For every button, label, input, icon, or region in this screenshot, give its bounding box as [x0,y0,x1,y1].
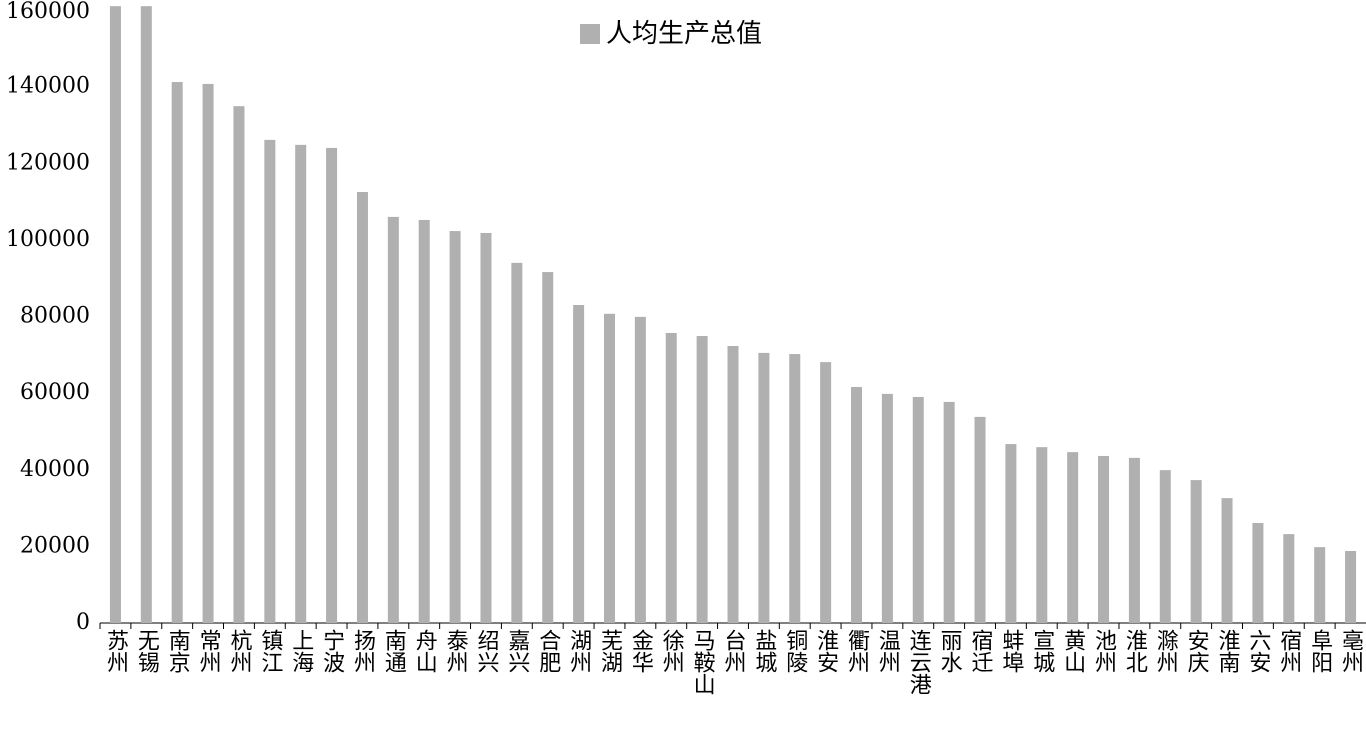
x-tick-label: 滁州 [1153,629,1179,673]
bar [1283,534,1295,623]
bar [696,336,708,623]
bar [356,191,368,623]
x-tick-label: 淮安 [813,629,839,673]
bar [881,393,893,623]
x-tick-label: 衢州 [844,629,870,673]
x-tick-label: 连云港 [906,629,932,695]
y-tick-label: 80000 [20,304,90,329]
x-tick-label: 无锡 [134,629,160,673]
legend-swatch [580,24,600,44]
x-tick-label: 淮北 [1122,629,1148,673]
bar [511,262,523,623]
x-tick-label: 安庆 [1184,629,1210,673]
bar [1190,480,1202,623]
x-tick-label: 淮南 [1215,629,1241,673]
bar [974,416,986,623]
x-tick-label: 丽水 [937,629,963,673]
x-tick-label: 杭州 [226,629,252,673]
x-tick-label: 徐州 [659,629,685,673]
bar [202,83,214,624]
x-tick-label: 宿州 [1276,629,1302,673]
y-tick-label: 160000 [6,0,90,24]
bar [912,396,924,623]
bar [820,362,832,623]
x-tick-label: 扬州 [350,629,376,673]
bar [1314,547,1326,623]
bar [387,216,399,623]
x-tick-label: 台州 [721,629,747,673]
bar [1005,444,1017,623]
bar [326,147,338,624]
bar [727,346,739,623]
x-tick-label: 南京 [165,629,190,673]
x-tick-label: 绍兴 [473,629,499,673]
x-tick-label: 南通 [381,629,407,673]
x-tick-label: 泰州 [443,629,469,673]
x-tick-label: 苏州 [103,629,129,673]
y-tick-label: 20000 [20,533,90,558]
bar [480,232,492,623]
bar [1098,455,1110,623]
x-tick-label: 常州 [196,629,222,673]
bar [295,144,307,624]
bar [1221,498,1233,623]
x-tick-label: 舟山 [412,629,438,673]
y-tick-label: 120000 [6,150,90,175]
x-tick-label: 亳州 [1338,629,1364,673]
bar [665,332,677,623]
bar [789,354,801,623]
bar [1252,523,1264,623]
bar [233,106,245,624]
bar [943,401,955,623]
bar [1067,452,1079,623]
x-tick-label: 池州 [1091,629,1117,673]
bar [851,386,863,623]
bar [418,219,430,623]
legend-label: 人均生产总值 [606,19,762,49]
y-tick-label: 60000 [20,380,90,405]
x-tick-label: 芜湖 [597,629,623,673]
bar [109,6,121,623]
bar [603,313,615,623]
x-tick-label: 盐城 [751,629,777,673]
x-tick-label: 马鞍山 [690,629,716,695]
x-tick-label: 铜陵 [782,629,808,673]
x-tick-label: 镇江 [257,629,283,673]
bar [1159,470,1171,623]
x-tick-label: 金华 [628,629,654,673]
x-tick-label: 蚌埠 [998,629,1024,673]
bar [264,139,276,623]
bar [634,316,646,623]
x-tick-label: 宣城 [1029,629,1055,673]
x-tick-label: 上海 [288,629,314,673]
x-tick-label: 黄山 [1060,629,1085,673]
bar [449,231,461,624]
bar [171,82,183,624]
bar [1345,550,1357,623]
bar [542,272,554,623]
x-tick-label: 合肥 [535,629,561,673]
y-tick-label: 100000 [6,227,90,252]
y-tick-label: 0 [76,610,90,635]
bar [758,352,770,623]
x-tick-label: 嘉兴 [504,629,530,673]
bar [140,6,152,623]
y-tick-label: 40000 [20,457,90,482]
x-tick-label: 温州 [875,629,901,673]
x-tick-label: 宿迁 [968,629,994,673]
bar [1128,457,1140,623]
x-tick-label: 阜阳 [1307,629,1332,673]
x-tick-label: 宁波 [319,629,345,673]
x-tick-label: 六安 [1245,629,1271,673]
bar [573,305,585,623]
x-tick-label: 湖州 [566,629,592,673]
y-tick-label: 140000 [6,74,90,99]
bar [1036,447,1048,623]
